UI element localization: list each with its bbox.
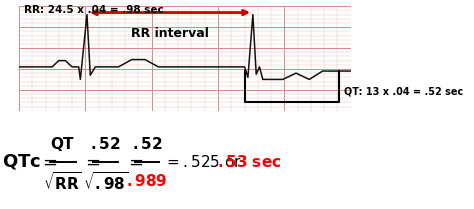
- Text: $\mathbf{.989}$: $\mathbf{.989}$: [126, 173, 168, 190]
- Text: $\mathbf{.53\ sec}$: $\mathbf{.53\ sec}$: [217, 154, 282, 170]
- Text: $=$: $=$: [125, 153, 143, 171]
- Text: $\mathbf{\sqrt{RR}}$: $\mathbf{\sqrt{RR}}$: [43, 171, 82, 192]
- Text: RR interval: RR interval: [131, 27, 209, 40]
- Text: $\mathbf{QTc}$: $\mathbf{QTc}$: [2, 152, 41, 171]
- Text: $=.525\ \mathrm{or}\ $: $=.525\ \mathrm{or}\ $: [164, 154, 243, 170]
- Text: $\mathbf{.52}$: $\mathbf{.52}$: [90, 136, 120, 152]
- Text: $=$: $=$: [39, 153, 57, 171]
- Text: QT: 13 x .04 = .52 sec: QT: 13 x .04 = .52 sec: [344, 87, 463, 97]
- Text: $\mathbf{.52}$: $\mathbf{.52}$: [132, 136, 162, 152]
- Text: $\mathbf{\sqrt{.98}}$: $\mathbf{\sqrt{.98}}$: [82, 171, 128, 192]
- Text: RR: 24.5 x .04 = .98 sec: RR: 24.5 x .04 = .98 sec: [24, 5, 164, 15]
- Text: $=$: $=$: [82, 153, 100, 171]
- Text: $\mathbf{QT}$: $\mathbf{QT}$: [50, 135, 75, 153]
